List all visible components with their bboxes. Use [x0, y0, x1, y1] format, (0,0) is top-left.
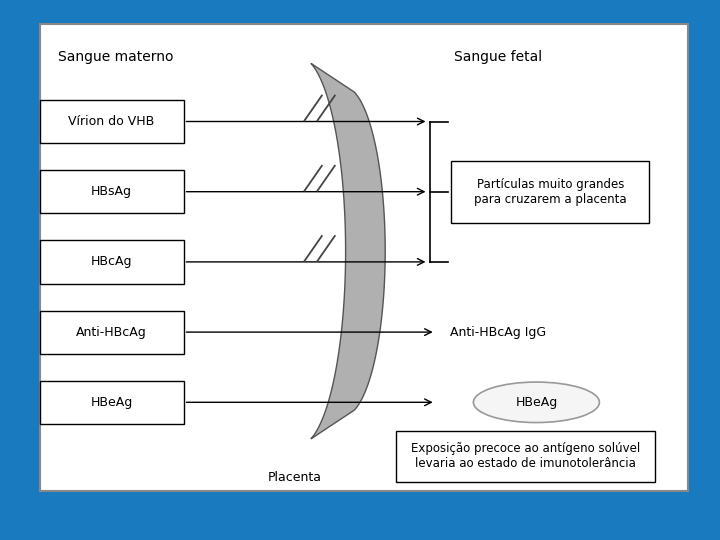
Text: HBeAg: HBeAg: [91, 396, 132, 409]
Text: Partículas muito grandes
para cruzarem a placenta: Partículas muito grandes para cruzarem a…: [474, 178, 626, 206]
Polygon shape: [311, 63, 385, 439]
Bar: [451, 160, 649, 222]
Text: Sangue materno: Sangue materno: [58, 50, 173, 64]
Text: HBcAg: HBcAg: [91, 255, 132, 268]
Text: Anti-HBcAg: Anti-HBcAg: [76, 326, 147, 339]
Text: Sangue fetal: Sangue fetal: [454, 50, 541, 64]
Ellipse shape: [474, 382, 599, 422]
Bar: [40, 24, 688, 491]
Bar: [40, 170, 184, 213]
Text: HBsAg: HBsAg: [91, 185, 132, 198]
Bar: [40, 240, 184, 284]
Text: Placenta: Placenta: [268, 471, 323, 484]
Bar: [40, 310, 184, 354]
Text: HBeAg: HBeAg: [516, 396, 557, 409]
Bar: [40, 100, 184, 143]
Text: Exposição precoce ao antígeno solúvel
levaria ao estado de imunotolerância: Exposição precoce ao antígeno solúvel le…: [411, 442, 640, 470]
Text: Vírion do VHB: Vírion do VHB: [68, 115, 155, 128]
Bar: [396, 431, 655, 482]
Bar: [40, 381, 184, 424]
Text: Anti-HBcAg IgG: Anti-HBcAg IgG: [450, 326, 546, 339]
